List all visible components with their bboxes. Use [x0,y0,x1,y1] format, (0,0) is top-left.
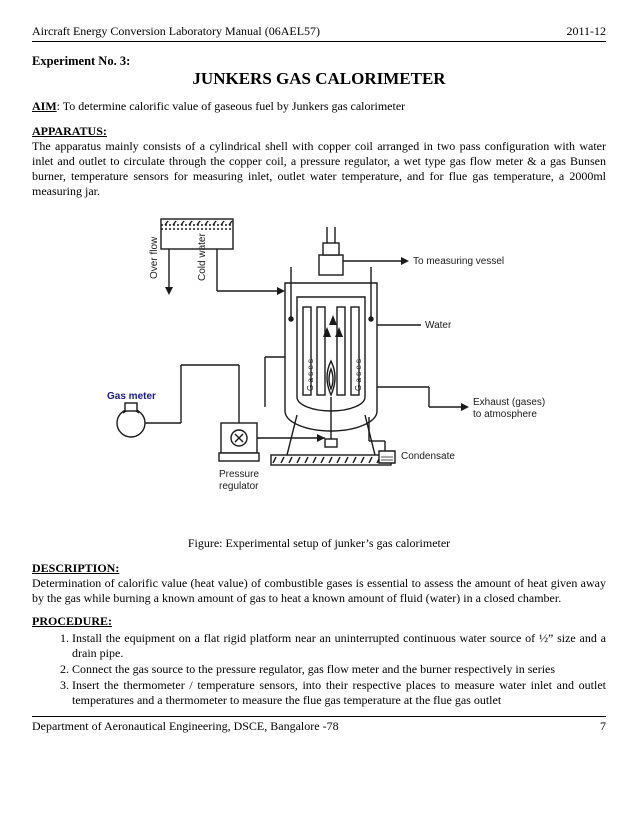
experiment-title: JUNKERS GAS CALORIMETER [32,69,606,89]
header-left: Aircraft Energy Conversion Laboratory Ma… [32,24,320,39]
figure: Over flow Cold water To measuring vessel [32,207,606,532]
label-gases-l: G a s e s [306,359,315,391]
procedure-item: Insert the thermometer / temperature sen… [72,678,606,708]
label-exhaust-2: to atmosphere [473,409,537,420]
label-exhaust-1: Exhaust (gases) [473,397,545,408]
procedure-item: Connect the gas source to the pressure r… [72,662,606,677]
description-heading: DESCRIPTION: [32,561,606,576]
footer: Department of Aeronautical Engineering, … [32,719,606,734]
aim-line: AIM: To determine calorific value of gas… [32,99,606,114]
label-water: Water [425,320,452,331]
label-preg-1: Pressure [219,469,259,480]
description-text: Determination of calorific value (heat v… [32,576,606,606]
procedure-item: Install the equipment on a flat rigid pl… [72,631,606,661]
procedure-list: Install the equipment on a flat rigid pl… [32,631,606,708]
procedure-heading: PROCEDURE: [32,614,606,629]
label-measuring: To measuring vessel [413,256,504,267]
label-gasmeter: Gas meter [107,391,156,402]
footer-rule [32,716,606,717]
footer-pagenum: 7 [600,719,606,734]
calorimeter-diagram: Over flow Cold water To measuring vessel [69,207,569,527]
label-preg-2: regulator [219,481,259,492]
label-coldwater: Cold water [197,233,208,281]
header-rule [32,41,606,42]
aim-label: AIM [32,99,57,113]
footer-left: Department of Aeronautical Engineering, … [32,719,339,734]
apparatus-heading: APPARATUS: [32,124,606,139]
label-condensate: Condensate [401,451,455,462]
aim-text: : To determine calorific value of gaseou… [57,99,405,113]
header-right: 2011-12 [566,24,606,39]
apparatus-text: The apparatus mainly consists of a cylin… [32,139,606,199]
experiment-number: Experiment No. 3: [32,54,606,69]
label-overflow: Over flow [149,236,160,279]
label-gases-r: G a s e s [354,359,363,391]
figure-caption: Figure: Experimental setup of junker’s g… [32,536,606,551]
header: Aircraft Energy Conversion Laboratory Ma… [32,24,606,39]
